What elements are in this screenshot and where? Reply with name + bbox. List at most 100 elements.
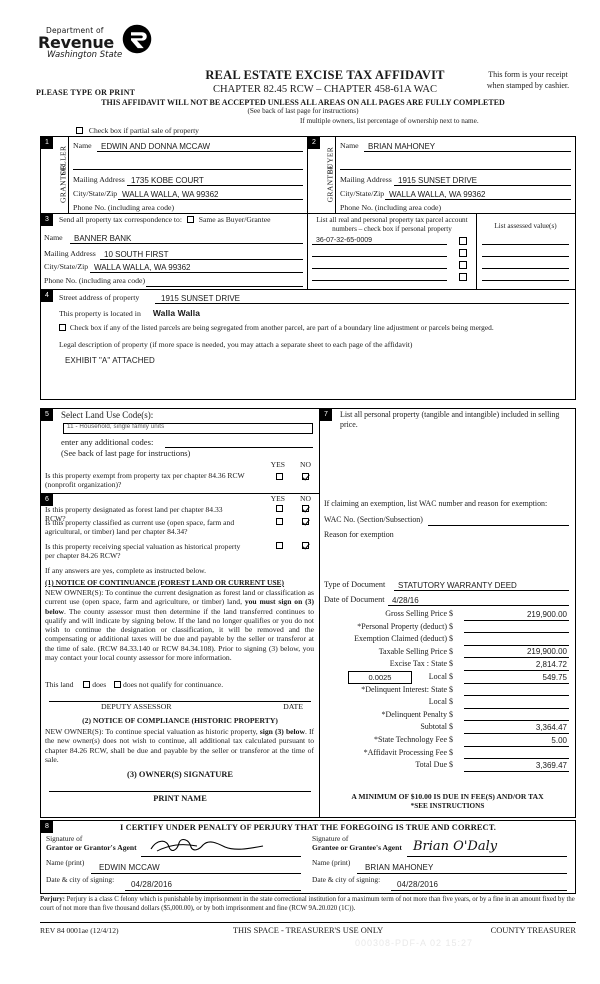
current-use-no-checkbox[interactable] — [302, 518, 309, 525]
parcel-number-field[interactable] — [312, 246, 447, 257]
grantee-name-value: BRIAN MAHONEY — [365, 863, 434, 872]
same-as-buyer-checkbox[interactable] — [186, 216, 194, 223]
seller-citystatezip-value[interactable]: WALLA WALLA, WA 99362 — [122, 190, 219, 199]
certify-statement: I CERTIFY UNDER PENALTY OF PERJURY THAT … — [120, 823, 496, 832]
tax-line-field[interactable]: 3,369.47 — [464, 761, 569, 772]
tax-line-value: 2,814.72 — [535, 659, 567, 669]
tax-line-field[interactable]: 5.00 — [464, 736, 569, 747]
correspondence-section: 3 Send all property tax correspondence t… — [40, 214, 308, 290]
reason-exemption-label: Reason for exemption — [324, 530, 394, 539]
parcel-number-field[interactable] — [312, 258, 447, 269]
signature-grantor-icon — [150, 838, 264, 852]
street-address-value[interactable]: 1915 SUNSET DRIVE — [161, 294, 240, 303]
perjury-label: Perjury: — [40, 896, 65, 903]
assessed-value-field[interactable] — [482, 234, 569, 245]
tax-line-label: Subtotal — [420, 722, 447, 732]
tax-line-field[interactable]: 219,900.00 — [464, 610, 569, 621]
notice-1-bold: you must sign on (3) below — [45, 597, 314, 616]
grantor-name-value: EDWIN MCCAW — [99, 863, 160, 872]
seller-label-line2: GRANTOR — [58, 164, 68, 204]
segregated-row[interactable]: Check box if any of the listed parcels a… — [59, 323, 567, 332]
class-yes-header: YES — [270, 494, 285, 503]
grantor-signature-field[interactable] — [141, 836, 301, 857]
legal-description-value[interactable]: EXHIBIT "A" ATTACHED — [65, 356, 155, 365]
revenue-swirl-logo-icon — [122, 24, 152, 54]
corr-name-value[interactable]: BANNER BANK — [74, 234, 132, 243]
assessed-value-field[interactable] — [482, 246, 569, 257]
tax-line-row: *Delinquent Penalty $ — [324, 710, 569, 723]
forest-land-yes-checkbox[interactable] — [276, 505, 283, 512]
notice-1-body: NEW OWNER(S): To continue the current de… — [45, 588, 314, 662]
parcel-personal-property-checkbox[interactable] — [459, 249, 467, 257]
tax-line-label: *Personal Property (deduct) — [357, 621, 447, 631]
land-use-code-value[interactable]: 11 - Household, single family units — [67, 423, 165, 430]
personal-property-input[interactable] — [326, 435, 569, 491]
notice-1-body-b: . The county assessor must then determin… — [45, 606, 314, 662]
exempt-yes-checkbox[interactable] — [276, 473, 283, 480]
tax-line-field[interactable] — [464, 635, 569, 646]
current-use-yes-checkbox[interactable] — [276, 518, 283, 525]
tax-line-field[interactable]: 219,900.00 — [464, 647, 569, 659]
tax-line-value: 549.75 — [542, 672, 567, 682]
page-title: REAL ESTATE EXCISE TAX AFFIDAVIT — [205, 68, 445, 82]
dollar-sign: $ — [449, 697, 453, 707]
grantor-signature-column: Signature of Grantor or Grantor's Agent … — [43, 834, 305, 895]
grantee-signature-field[interactable]: Brian O'Daly — [407, 836, 567, 857]
doc-type-value[interactable]: STATUTORY WARRANTY DEED — [398, 581, 517, 590]
tax-line-field[interactable] — [464, 685, 569, 697]
parcel-personal-property-checkbox[interactable] — [459, 237, 467, 245]
partial-sale-checkbox[interactable] — [76, 127, 83, 134]
buyer-address-value[interactable]: 1915 SUNSET DRIVE — [398, 176, 477, 185]
buyer-name-value[interactable]: BRIAN MAHONEY — [368, 142, 436, 151]
parcel-personal-property-checkbox[interactable] — [459, 273, 467, 281]
tax-line-field[interactable] — [464, 710, 569, 722]
parcel-personal-property-checkbox[interactable] — [459, 261, 467, 269]
parcel-number-field[interactable]: 36-07-32-65-0009 — [312, 234, 447, 245]
section-number-7: 7 — [320, 409, 332, 421]
local-rate-field[interactable]: 0.0025 — [348, 670, 412, 684]
partial-sale-row[interactable]: Check box if partial sale of property — [76, 126, 199, 135]
exempt-no-checkbox[interactable] — [302, 473, 309, 480]
grantor-name-field[interactable]: EDWIN MCCAW — [91, 861, 301, 874]
notice-2-title: (2) NOTICE OF COMPLIANCE (HISTORIC PROPE… — [82, 716, 278, 725]
parcel-number-field[interactable] — [312, 270, 447, 281]
grantee-name-field[interactable]: BRIAN MAHONEY — [357, 861, 567, 874]
tax-line-field[interactable] — [464, 748, 569, 760]
does-qualify-checkbox[interactable] — [83, 681, 91, 688]
assessed-rows — [482, 234, 569, 282]
parcels-section: List all real and personal property tax … — [308, 214, 576, 290]
historic-no-checkbox[interactable] — [302, 542, 309, 549]
grantor-date-field[interactable]: 04/28/2016 — [125, 878, 301, 891]
assessor-signature-line[interactable] — [49, 700, 311, 702]
assessor-date-label: DATE — [283, 702, 303, 711]
this-land-label: This land — [45, 680, 74, 689]
tax-line-field[interactable] — [464, 622, 569, 634]
corr-citystatezip-value[interactable]: WALLA WALLA, WA 99362 — [94, 263, 191, 272]
tax-line-field[interactable] — [464, 698, 569, 709]
seller-name-label: Name — [73, 141, 92, 150]
seller-side-label: SELLER GRANTOR — [54, 137, 69, 213]
tax-line-field[interactable]: 3,364.47 — [464, 723, 569, 734]
corr-address-value[interactable]: 10 SOUTH FIRST — [104, 250, 169, 259]
segregated-checkbox[interactable] — [59, 324, 66, 331]
doc-date-value[interactable]: 4/28/16 — [392, 596, 419, 605]
forest-land-no-checkbox[interactable] — [302, 505, 309, 512]
historic-yes-checkbox[interactable] — [276, 542, 283, 549]
grantee-date-field[interactable]: 04/28/2016 — [391, 878, 567, 891]
seller-address-value[interactable]: 1735 KOBE COURT — [131, 176, 204, 185]
buyer-citystatezip-value[interactable]: WALLA WALLA, WA 99362 — [389, 190, 486, 199]
located-in-value[interactable]: Walla Walla — [152, 308, 201, 318]
tax-line-field[interactable]: 549.75 — [464, 673, 569, 684]
assessed-value-field[interactable] — [482, 258, 569, 269]
does-not-qualify-checkbox[interactable] — [114, 681, 122, 688]
this-land-row[interactable]: This land does does not qualify for cont… — [45, 680, 223, 689]
exemption-intro: If claiming an exemption, list WAC numbe… — [324, 499, 548, 508]
reason-exemption-value[interactable] — [324, 542, 569, 572]
tax-line-field[interactable]: 2,814.72 — [464, 660, 569, 671]
assessed-value-field[interactable] — [482, 270, 569, 281]
tax-line-row: Taxable Selling Price $219,900.00 — [324, 647, 569, 660]
dollar-sign: $ — [449, 722, 453, 732]
seller-name-value[interactable]: EDWIN AND DONNA MCCAW — [101, 142, 211, 151]
owner-signature-line[interactable] — [49, 790, 311, 792]
